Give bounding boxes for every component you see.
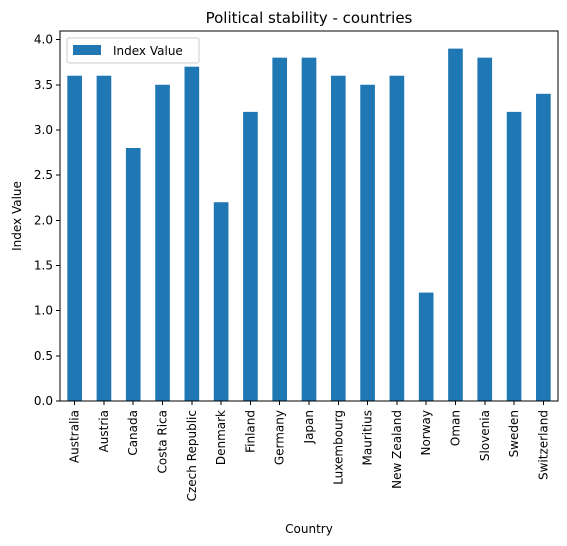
x-tick-label: Oman [448, 410, 462, 446]
x-tick-label: Norway [419, 410, 433, 456]
x-axis-ticks: Australia Austria Canada Costa Rica Czech Re… [68, 401, 550, 501]
legend-label: Index Value [113, 44, 183, 58]
x-tick-label: Germany [273, 410, 287, 465]
bar-germany [272, 57, 288, 402]
bar-czech-republic [184, 66, 200, 401]
x-axis-label: Country [285, 522, 333, 536]
bar-japan [301, 57, 317, 402]
bar-canada [125, 148, 141, 401]
y-axis-ticks: 0.0 0.5 1.0 1.5 2.0 2.5 3.0 3.5 4.0 [34, 33, 60, 408]
bars-group [67, 48, 551, 402]
bar-oman [448, 48, 463, 402]
bar-slovenia [477, 57, 493, 402]
bar-luxembourg [330, 75, 346, 401]
bar-austria [96, 75, 112, 401]
x-tick-label: Czech Republic [185, 410, 199, 501]
legend-swatch [73, 45, 101, 55]
x-tick-label: Canada [126, 410, 140, 456]
y-tick-label: 4.0 [34, 33, 53, 47]
bar-denmark [213, 202, 229, 401]
bar-new-zealand [389, 75, 405, 401]
legend-box [66, 37, 200, 64]
x-tick-label: Switzerland [536, 410, 550, 480]
x-tick-label: Finland [243, 410, 257, 453]
bar-australia [67, 75, 82, 401]
y-axis-label: Index Value [10, 181, 24, 251]
x-tick-label: Luxembourg [331, 410, 345, 485]
x-tick-label: Australia [68, 410, 82, 463]
bar-finland [243, 111, 258, 402]
y-tick-label: 0.0 [34, 394, 53, 408]
y-tick-label: 1.0 [34, 304, 53, 318]
plot-frame [59, 30, 559, 402]
x-tick-label: New Zealand [390, 410, 404, 489]
x-tick-label: Denmark [214, 410, 228, 465]
y-tick-label: 2.5 [34, 168, 53, 182]
x-tick-label: Mauritius [361, 410, 375, 465]
y-tick-label: 3.0 [34, 123, 53, 137]
chart-title: Political stability - countries [206, 9, 413, 27]
y-tick-label: 1.5 [34, 258, 53, 272]
x-tick-label: Costa Rica [156, 410, 170, 473]
y-tick-label: 3.5 [34, 78, 53, 92]
bar-costa-rica [155, 84, 170, 401]
y-tick-label: 2.0 [34, 213, 53, 227]
y-tick-label: 0.5 [34, 349, 53, 363]
bar-norway [418, 292, 434, 401]
x-tick-label: Slovenia [478, 410, 492, 461]
bar-switzerland [536, 93, 551, 402]
bar-sweden [506, 111, 522, 402]
bar-mauritius [360, 84, 375, 401]
x-tick-label: Austria [97, 410, 111, 452]
x-tick-label: Japan [302, 410, 316, 444]
x-tick-label: Sweden [507, 410, 521, 457]
legend: Index Value [66, 37, 200, 64]
